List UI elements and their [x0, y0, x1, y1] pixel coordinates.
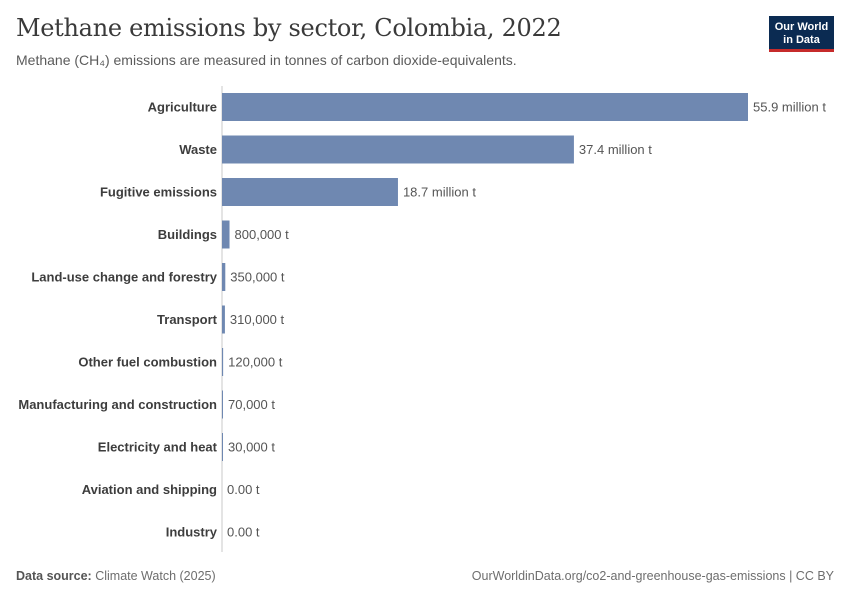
- bar-chart: Agriculture 55.9 million t Waste 37.4 milli…: [18, 86, 826, 552]
- bar[interactable]: [222, 390, 223, 419]
- value-label: 70,000 t: [228, 397, 275, 412]
- category-label: Agriculture: [148, 100, 217, 115]
- logo-line-2: in Data: [783, 34, 820, 46]
- value-label: 800,000 t: [235, 227, 290, 242]
- bar[interactable]: [222, 348, 224, 376]
- data-source-link[interactable]: Climate Watch (2025): [95, 569, 216, 583]
- category-label: Manufacturing and construction: [18, 397, 217, 412]
- category-label: Aviation and shipping: [82, 482, 217, 497]
- bar[interactable]: [222, 93, 748, 121]
- value-label: 120,000 t: [228, 355, 283, 370]
- value-label: 0.00 t: [227, 482, 260, 497]
- value-label: 30,000 t: [228, 440, 275, 455]
- value-label: 310,000 t: [230, 312, 285, 327]
- data-source: Data source: Climate Watch (2025): [16, 569, 216, 583]
- category-label: Electricity and heat: [98, 440, 218, 455]
- bar[interactable]: [222, 220, 230, 249]
- category-label: Buildings: [158, 227, 217, 242]
- bar[interactable]: [222, 263, 226, 291]
- category-label: Transport: [157, 312, 218, 327]
- owid-logo[interactable]: Our World in Data: [769, 16, 834, 52]
- data-source-label: Data source:: [16, 569, 92, 583]
- value-label: 0.00 t: [227, 525, 260, 540]
- value-label: 37.4 million t: [579, 142, 652, 157]
- category-label: Fugitive emissions: [100, 185, 217, 200]
- category-label: Land-use change and forestry: [31, 270, 217, 285]
- bar[interactable]: [222, 433, 223, 461]
- logo-line-1: Our World: [774, 21, 829, 33]
- category-label: Industry: [166, 525, 218, 540]
- bar[interactable]: [222, 135, 574, 164]
- category-label: Other fuel combustion: [78, 355, 217, 370]
- chart-subtitle: Methane (CH₄) emissions are measured in …: [16, 52, 517, 68]
- bar[interactable]: [222, 178, 398, 206]
- source-url[interactable]: OurWorldinData.org/co2-and-greenhouse-ga…: [471, 569, 834, 583]
- bar[interactable]: [222, 305, 225, 334]
- value-label: 18.7 million t: [403, 185, 476, 200]
- category-label: Waste: [179, 142, 217, 157]
- chart-title: Methane emissions by sector, Colombia, 2…: [16, 14, 562, 42]
- value-label: 55.9 million t: [753, 100, 826, 115]
- value-label: 350,000 t: [230, 270, 285, 285]
